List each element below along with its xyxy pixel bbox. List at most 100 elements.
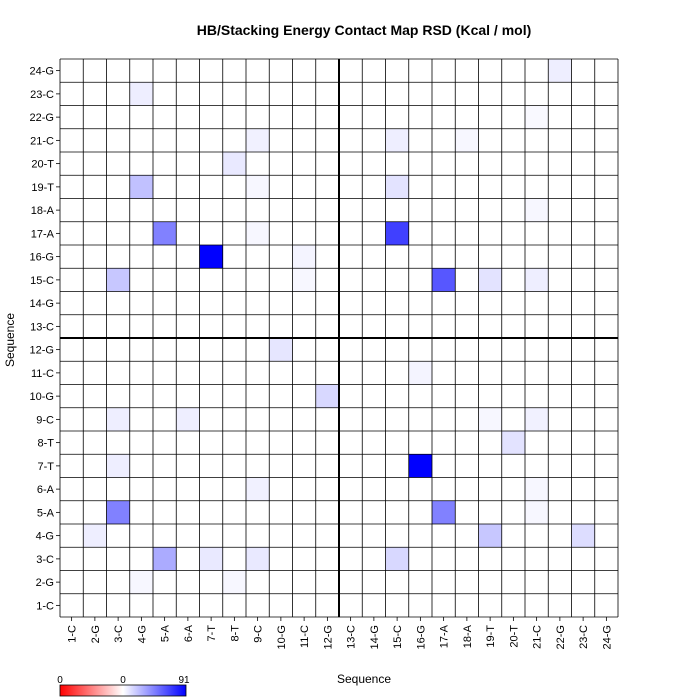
- y-tick-label: 7-T: [38, 461, 55, 473]
- heatmap-cell: [222, 570, 246, 594]
- heatmap-cell: [315, 384, 339, 408]
- y-tick-label: 8-T: [38, 438, 55, 450]
- heatmap-cell: [408, 454, 432, 478]
- y-tick-label: 22-G: [30, 112, 54, 124]
- color-scale-mid-label: 0: [120, 675, 126, 686]
- x-tick-label: 10-G: [276, 625, 288, 649]
- y-tick-label: 16-G: [30, 252, 54, 264]
- x-tick-label: 5-A: [160, 624, 172, 642]
- y-tick-label: 23-C: [30, 89, 54, 101]
- heatmap-cell: [246, 477, 270, 501]
- heatmap-cell: [478, 407, 502, 431]
- heatmap-cell: [385, 221, 409, 245]
- heatmap-cell: [525, 407, 549, 431]
- y-tick-label: 21-C: [30, 135, 54, 147]
- chart-title: HB/Stacking Energy Contact Map RSD (Kcal…: [197, 22, 532, 38]
- color-scale-positive: [123, 685, 186, 696]
- x-tick-label: 20-T: [508, 625, 520, 648]
- color-scale-legend: 0 0 91: [57, 675, 190, 697]
- heatmap-cell: [129, 82, 153, 106]
- heatmap-cell: [525, 500, 549, 524]
- heatmap-cell: [222, 152, 246, 176]
- heatmap-cell: [106, 454, 130, 478]
- x-tick-label: 4-G: [136, 625, 148, 643]
- heatmap-cell: [432, 500, 456, 524]
- heatmap-cell: [292, 245, 316, 269]
- x-tick-labels: 1-C 2-G 3-C 4-G 5-A 6-A 7-T 8-T 9-C 10-G 11-C 12-G 1…: [67, 617, 613, 649]
- heatmap-cell: [153, 547, 177, 571]
- y-tick-label: 20-T: [31, 159, 54, 171]
- y-tick-label: 17-A: [31, 228, 55, 240]
- color-scale-max-label: 91: [178, 675, 190, 686]
- y-tick-label: 6-A: [37, 484, 55, 496]
- heatmap-cell: [199, 245, 223, 269]
- heatmap-cell: [246, 221, 270, 245]
- heatmap-cell: [385, 175, 409, 199]
- heatmap-cell: [408, 361, 432, 385]
- color-scale-negative: [60, 685, 123, 696]
- color-scale-min-label: 0: [57, 675, 63, 686]
- heatmap-cell: [455, 128, 479, 152]
- heatmap-cell: [385, 128, 409, 152]
- heatmap-cell: [106, 407, 130, 431]
- heatmap-cell: [478, 268, 502, 292]
- y-tick-label: 19-T: [31, 182, 54, 194]
- y-tick-label: 14-G: [30, 298, 54, 310]
- heatmap-cell: [153, 221, 177, 245]
- x-tick-label: 24-G: [601, 625, 613, 649]
- heatmap-cell: [571, 524, 595, 548]
- heatmap-cell: [525, 198, 549, 222]
- x-tick-label: 23-C: [578, 625, 590, 649]
- heatmap-cell: [525, 268, 549, 292]
- x-tick-label: 8-T: [229, 625, 241, 642]
- x-tick-label: 3-C: [113, 625, 125, 643]
- grid-lines: [59, 58, 619, 618]
- heatmap-cell: [548, 59, 572, 83]
- y-tick-label: 3-C: [36, 554, 54, 566]
- heatmap-cell: [525, 105, 549, 129]
- x-tick-label: 9-C: [253, 625, 265, 643]
- y-tick-label: 15-C: [30, 275, 54, 287]
- x-tick-label: 16-G: [415, 625, 427, 649]
- x-axis-label: Sequence: [337, 672, 391, 686]
- heatmap-cell: [432, 268, 456, 292]
- heatmap-cell: [525, 477, 549, 501]
- heatmap-cell: [269, 338, 293, 362]
- x-tick-label: 22-G: [555, 625, 567, 649]
- x-tick-label: 17-A: [439, 624, 451, 648]
- heatmap-cell: [106, 268, 130, 292]
- color-scale-border: [59, 684, 187, 697]
- y-axis-label: Sequence: [3, 313, 17, 367]
- heatmap-cell: [83, 524, 107, 548]
- heatmap-cell: [176, 407, 200, 431]
- x-tick-label: 21-C: [532, 625, 544, 649]
- x-tick-label: 15-C: [392, 625, 404, 649]
- y-tick-labels: 1-C 2-G 3-C 4-G 5-A 6-A 7-T 8-T 9-C 10-G 11-C 12-G 1…: [30, 66, 60, 612]
- heatmap-cell: [246, 128, 270, 152]
- y-tick-label: 2-G: [36, 577, 54, 589]
- y-tick-label: 10-G: [30, 391, 54, 403]
- heatmap-cell: [129, 175, 153, 199]
- heatmap-cells: [83, 59, 595, 594]
- y-tick-label: 4-G: [36, 531, 54, 543]
- x-tick-label: 2-G: [90, 625, 102, 643]
- y-tick-label: 9-C: [36, 414, 54, 426]
- x-tick-label: 1-C: [67, 625, 79, 643]
- heatmap-cell: [501, 431, 525, 455]
- heatmap-cell: [292, 268, 316, 292]
- y-tick-label: 18-A: [31, 205, 55, 217]
- y-tick-label: 13-C: [30, 321, 54, 333]
- heatmap-cell: [246, 547, 270, 571]
- y-tick-label: 11-C: [31, 368, 54, 380]
- x-tick-label: 19-T: [485, 625, 497, 648]
- x-tick-label: 18-A: [462, 624, 474, 648]
- y-tick-label: 24-G: [30, 66, 54, 78]
- y-tick-label: 5-A: [37, 507, 55, 519]
- x-tick-label: 12-G: [322, 625, 334, 649]
- heatmap-cell: [246, 175, 270, 199]
- heatmap-cell: [106, 500, 130, 524]
- x-tick-label: 13-C: [346, 625, 358, 649]
- y-tick-label: 1-C: [36, 600, 54, 612]
- x-tick-label: 7-T: [206, 625, 218, 642]
